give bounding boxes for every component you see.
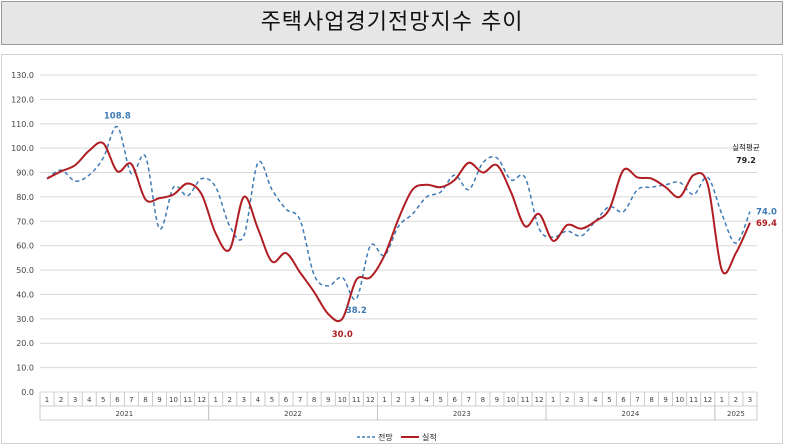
x-tick-label: 5 [101, 396, 105, 404]
x-tick-label: 7 [467, 396, 471, 404]
y-tick-label: 110.0 [11, 120, 34, 129]
x-tick-label: 4 [256, 396, 261, 404]
y-tick-label: 90.0 [16, 169, 34, 178]
x-tick-label: 11 [689, 396, 698, 404]
x-tick-label: 11 [183, 396, 192, 404]
x-tick-label: 7 [298, 396, 302, 404]
x-tick-label: 12 [535, 396, 544, 404]
y-tick-label: 80.0 [16, 193, 34, 202]
x-tick-label: 6 [453, 396, 458, 404]
x-tick-label: 12 [197, 396, 206, 404]
x-tick-label: 3 [748, 396, 752, 404]
x-tick-label: 6 [284, 396, 289, 404]
x-tick-label: 11 [521, 396, 530, 404]
x-tick-label: 9 [326, 396, 330, 404]
y-tick-label: 50.0 [16, 266, 34, 275]
y-tick-label: 70.0 [16, 217, 34, 226]
chart-title: 주택사업경기전망지수 추이 [260, 10, 524, 35]
x-tick-label: 10 [169, 396, 178, 404]
x-tick-label: 9 [495, 396, 499, 404]
y-tick-label: 20.0 [16, 339, 34, 348]
x-tick-label: 2 [396, 396, 400, 404]
data-label: 30.0 [332, 330, 353, 340]
data-label: 38.2 [346, 306, 367, 316]
x-tick-label: 4 [424, 396, 429, 404]
legend: 전망 실적 [357, 432, 437, 442]
x-tick-label: 5 [607, 396, 611, 404]
data-label: 108.8 [104, 112, 131, 122]
x-tick-label: 1 [214, 396, 218, 404]
year-label: 2023 [453, 410, 471, 418]
y-axis: 0.0 10.0 20.0 30.0 40.0 50.0 60.0 70.0 80.0 90.0 1… [11, 71, 34, 397]
x-tick-label: 6 [115, 396, 120, 404]
annotations: 108.8 38.2 30.0 74.069.4 실적평균 79.2 [104, 112, 777, 340]
x-tick-label: 9 [663, 396, 667, 404]
year-label: 2021 [115, 410, 133, 418]
x-tick-label: 8 [143, 396, 147, 404]
x-tick-label: 3 [73, 396, 77, 404]
x-tick-label: 10 [675, 396, 684, 404]
x-tick-label: 5 [438, 396, 442, 404]
x-tick-label: 1 [720, 396, 724, 404]
title-box: 주택사업경기전망지수 추이 [1, 1, 783, 45]
x-tick-label: 7 [635, 396, 639, 404]
x-tick-label: 3 [242, 396, 246, 404]
x-axis: 1 2 3 4 5 6 7 8 9 10 11 12 1 2 3 4 5 6 7 8 9 10 11 12 1 2 3 4 5 6 7 8 9 1… [39, 392, 758, 421]
year-label: 2024 [622, 410, 640, 418]
x-tick-label: 1 [382, 396, 386, 404]
grid-lines [40, 74, 757, 393]
legend-label: 실적 [422, 432, 437, 442]
year-label: 2025 [727, 410, 745, 418]
x-tick-label: 5 [270, 396, 274, 404]
y-tick-label: 130.0 [11, 71, 34, 80]
y-tick-label: 100.0 [11, 144, 34, 153]
series-line-forecast [46, 125, 751, 301]
x-tick-label: 7 [129, 396, 133, 404]
x-tick-label: 2 [565, 396, 569, 404]
x-tick-label: 8 [312, 396, 316, 404]
data-label: 69.4 [756, 219, 777, 229]
average-value: 79.2 [736, 156, 756, 165]
x-tick-label: 6 [621, 396, 626, 404]
x-tick-label: 3 [579, 396, 583, 404]
x-tick-label: 12 [703, 396, 712, 404]
y-tick-label: 30.0 [16, 315, 34, 324]
chart-frame [1, 54, 783, 444]
x-tick-label: 3 [410, 396, 414, 404]
y-tick-label: 10.0 [16, 364, 34, 373]
x-tick-label: 8 [481, 396, 485, 404]
y-tick-label: 40.0 [16, 290, 34, 299]
x-tick-label: 2 [734, 396, 738, 404]
y-tick-label: 120.0 [11, 95, 34, 104]
series-line-actual [46, 141, 751, 323]
data-label: 74.0 [756, 208, 777, 218]
year-label: 2022 [284, 410, 302, 418]
legend-label: 전망 [378, 432, 393, 442]
x-tick-label: 9 [157, 396, 161, 404]
x-tick-label: 1 [45, 396, 49, 404]
x-tick-label: 10 [507, 396, 516, 404]
x-tick-label: 4 [87, 396, 92, 404]
x-tick-label: 4 [593, 396, 598, 404]
series-lines [46, 125, 751, 323]
y-tick-label: 60.0 [16, 242, 34, 251]
x-tick-label: 1 [551, 396, 555, 404]
x-tick-label: 2 [228, 396, 232, 404]
x-tick-label: 11 [352, 396, 361, 404]
x-tick-label: 2 [59, 396, 63, 404]
x-tick-label: 8 [649, 396, 653, 404]
x-tick-label: 10 [338, 396, 347, 404]
x-tick-label: 12 [366, 396, 375, 404]
y-tick-label: 0.0 [21, 388, 34, 397]
average-label: 실적평균 [732, 142, 760, 152]
